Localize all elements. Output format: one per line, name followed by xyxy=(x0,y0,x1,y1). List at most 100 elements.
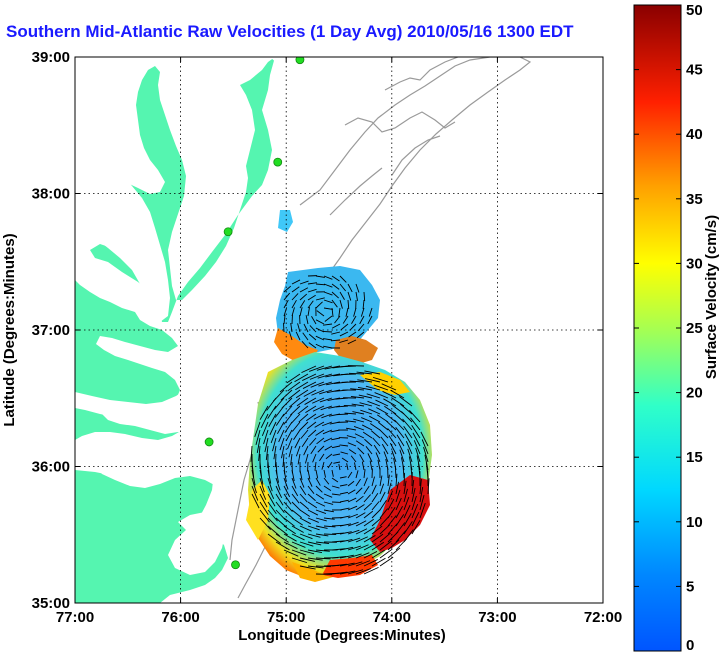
velocity-arrow xyxy=(402,465,405,479)
velocity-arrow xyxy=(331,291,339,299)
velocity-arrow xyxy=(294,437,301,449)
velocity-arrow xyxy=(367,315,373,325)
velocity-arrow xyxy=(279,437,285,451)
velocity-arrow xyxy=(339,539,353,543)
velocity-arrow xyxy=(355,512,366,519)
velocity-arrow xyxy=(258,445,261,461)
velocity-arrow xyxy=(399,449,405,463)
velocity-arrow xyxy=(291,279,301,285)
velocity-arrow xyxy=(347,553,362,559)
velocity-arrow xyxy=(411,479,415,495)
velocity-arrow xyxy=(283,493,292,505)
velocity-arrow xyxy=(307,533,321,538)
velocity-arrow xyxy=(363,518,374,527)
velocity-arrow xyxy=(339,499,349,503)
velocity-arrow xyxy=(341,457,349,463)
velocity-arrow xyxy=(307,294,316,301)
velocity-arrow xyxy=(275,541,290,551)
velocity-arrow xyxy=(323,307,333,310)
velocity-arrow xyxy=(291,477,297,489)
velocity-arrow xyxy=(371,533,384,543)
velocity-arrow xyxy=(316,310,325,317)
velocity-arrow xyxy=(299,287,309,293)
velocity-arrow xyxy=(361,417,373,423)
velocity-arrow xyxy=(292,421,301,432)
velocity-arrow xyxy=(299,493,308,503)
velocity-arrow xyxy=(339,275,347,283)
velocity-arrow xyxy=(339,562,355,567)
velocity-arrow xyxy=(407,448,413,463)
velocity-arrow xyxy=(299,533,313,540)
velocity-arrow xyxy=(322,421,333,427)
velocity-arrow xyxy=(379,475,383,487)
velocity-arrow xyxy=(419,502,426,519)
velocity-arrow xyxy=(307,517,319,523)
velocity-arrow xyxy=(305,405,317,413)
velocity-arrow xyxy=(305,315,309,325)
velocity-arrow xyxy=(283,517,295,527)
velocity-arrow xyxy=(299,485,307,496)
velocity-arrow xyxy=(251,485,259,501)
velocity-arrow xyxy=(363,469,366,479)
velocity-arrow xyxy=(302,332,309,341)
velocity-arrow xyxy=(296,397,309,407)
velocity-arrow xyxy=(273,445,277,460)
velocity-arrow xyxy=(363,551,378,559)
velocity-arrow xyxy=(348,449,357,455)
velocity-arrow xyxy=(307,485,315,494)
velocity-arrow xyxy=(343,405,357,407)
velocity-arrow xyxy=(315,469,319,479)
velocity-arrow xyxy=(315,509,327,514)
albemarle-sound xyxy=(75,372,212,420)
velocity-arrow xyxy=(339,515,351,519)
velocity-arrow xyxy=(355,552,370,559)
velocity-arrow xyxy=(307,288,317,293)
velocity-arrow xyxy=(315,565,332,568)
velocity-arrow xyxy=(375,399,389,407)
velocity-arrow xyxy=(381,443,389,455)
velocity-arrow xyxy=(339,546,354,551)
velocity-arrow xyxy=(288,331,293,341)
velocity-arrow xyxy=(396,434,405,447)
velocity-arrow xyxy=(339,339,349,343)
velocity-arrow xyxy=(363,566,379,575)
velocity-arrow xyxy=(270,429,277,444)
velocity-arrow xyxy=(363,559,378,567)
velocity-arrow xyxy=(321,461,325,470)
velocity-arrow xyxy=(309,365,325,372)
velocity-arrow xyxy=(363,510,374,519)
velocity-arrow xyxy=(331,331,341,335)
velocity-arrow xyxy=(295,445,301,457)
velocity-arrow xyxy=(361,424,373,431)
velocity-arrow xyxy=(267,509,278,522)
velocity-arrow xyxy=(314,421,325,428)
velocity-arrow xyxy=(266,397,277,411)
velocity-arrow xyxy=(291,307,295,317)
velocity-arrow xyxy=(339,299,343,309)
velocity-arrow xyxy=(267,533,281,544)
velocity-arrow xyxy=(313,413,325,420)
velocity-arrow xyxy=(350,388,365,391)
velocity-arrow xyxy=(371,492,379,503)
velocity-arrow xyxy=(291,517,303,526)
velocity-arrow xyxy=(427,478,430,495)
velocity-arrow xyxy=(303,445,309,456)
velocity-arrow xyxy=(291,485,299,497)
velocity-arrow xyxy=(421,439,429,455)
velocity-arrow xyxy=(385,413,397,423)
velocity-arrow xyxy=(331,445,341,449)
velocity-arrow xyxy=(323,275,333,280)
velocity-arrow xyxy=(283,549,299,557)
velocity-arrow xyxy=(391,450,397,463)
velocity-arrow xyxy=(364,438,373,447)
velocity-arrow xyxy=(379,499,387,511)
x-tick-label: 76:00 xyxy=(161,609,199,626)
velocity-arrow xyxy=(403,472,406,487)
velocity-arrow xyxy=(347,442,357,447)
colorbar-tick-label: 45 xyxy=(686,62,703,79)
velocity-arrow xyxy=(387,498,395,511)
velocity-arrow xyxy=(373,444,381,455)
velocity-arrow xyxy=(273,397,285,410)
velocity-arrow xyxy=(317,373,333,379)
velocity-arrow xyxy=(355,568,371,575)
